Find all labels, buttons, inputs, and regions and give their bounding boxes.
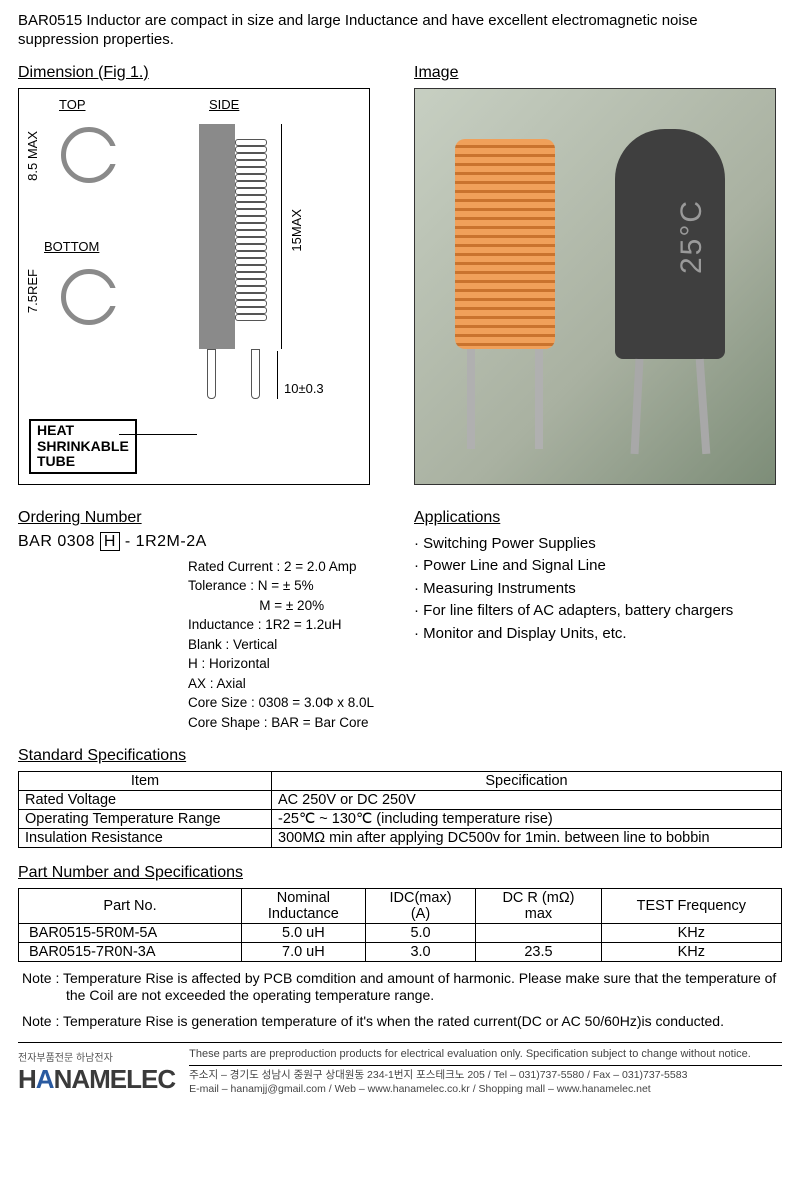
cell: AC 250V or DC 250V [272, 790, 782, 809]
cell: Insulation Resistance [19, 828, 272, 847]
footer-line1: 주소지 – 경기도 성남시 중원구 상대원동 234-1번지 포스테크노 205… [189, 1068, 782, 1082]
ordering-code: BAR 0308 H - 1R2M-2A [18, 533, 386, 551]
intro-text: BAR0515 Inductor are compact in size and… [18, 12, 782, 50]
ord-line-core-size: Core Size : 0308 = 3.0Φ x 8.0L [188, 693, 386, 713]
spec2-col-dcr: DC R (mΩ) max [476, 888, 601, 923]
bottom-core-icon [61, 269, 117, 325]
spec2-col-freq: TEST Frequency [601, 888, 781, 923]
cell: 23.5 [476, 942, 601, 961]
top-label: TOP [59, 97, 86, 112]
spec2-col-idc: IDC(max) (A) [365, 888, 476, 923]
part-number-table: Part No. Nominal Inductance IDC(max) (A)… [18, 888, 782, 962]
coil-photo-icon [455, 139, 555, 349]
sleeve-text: 25°C [675, 199, 709, 274]
side-label: SIDE [209, 97, 239, 112]
top-core-icon [61, 127, 117, 183]
dim-top-value: 8.5 MAX [25, 131, 40, 181]
cell: BAR0515-5R0M-5A [19, 923, 242, 942]
cell: 7.0 uH [242, 942, 366, 961]
app-item: Measuring Instruments [414, 578, 782, 601]
ordering-description: Rated Current : 2 = 2.0 Amp Tolerance : … [18, 557, 386, 733]
logo-a: A [36, 1064, 54, 1094]
ord-line-rated-current: Rated Current : 2 = 2.0 Amp [188, 557, 386, 577]
spec2-col-inductance: Nominal Inductance [242, 888, 366, 923]
ordering-code-h: H [100, 532, 120, 551]
table-row: BAR0515-5R0M-5A 5.0 uH 5.0 KHz [19, 923, 782, 942]
footer-line2: E-mail – hanamjj@gmail.com / Web – www.h… [189, 1082, 782, 1096]
dim-lead-value: 10±0.3 [284, 381, 324, 396]
cell: 3.0 [365, 942, 476, 961]
lead-right-icon [251, 349, 260, 399]
spec2-col-partno: Part No. [19, 888, 242, 923]
cell: 300MΩ min after applying DC500v for 1min… [272, 828, 782, 847]
spec1-col-spec: Specification [272, 771, 782, 790]
side-body-icon [199, 124, 235, 349]
lead-left-icon [207, 349, 216, 399]
logo-subtitle: 전자부품전문 하남전자 [18, 1049, 175, 1064]
applications-list: Switching Power Supplies Power Line and … [414, 533, 782, 646]
ord-line-tolerance: Tolerance : N = ± 5% M = ± 20% [188, 576, 386, 615]
cell: -25℃ ~ 130℃ (including temperature rise) [272, 809, 782, 828]
bottom-label: BOTTOM [44, 239, 99, 254]
footer: 전자부품전문 하남전자 HANAMELEC These parts are pr… [18, 1042, 782, 1096]
ord-line-core-shape: Core Shape : BAR = Bar Core [188, 713, 386, 733]
dimension-title: Dimension (Fig 1.) [18, 64, 386, 82]
dim-height-value: 15MAX [289, 209, 304, 252]
dimension-figure: TOP SIDE BOTTOM 8.5 MAX 7.5REF 15MAX 10±… [18, 88, 370, 485]
footer-disclaimer: These parts are preproduction products f… [189, 1047, 782, 1066]
spec1-title: Standard Specifications [18, 747, 782, 765]
heat-leader-line [119, 434, 197, 436]
table-row: BAR0515-7R0N-3A 7.0 uH 3.0 23.5 KHz [19, 942, 782, 961]
standard-spec-table: Item Specification Rated VoltageAC 250V … [18, 771, 782, 848]
cell: Rated Voltage [19, 790, 272, 809]
ord-line-orientation: Blank : Vertical H : Horizontal AX : Axi… [188, 635, 386, 694]
cell [476, 923, 601, 942]
ordering-title: Ordering Number [18, 509, 386, 527]
table-row: Operating Temperature Range-25℃ ~ 130℃ (… [19, 809, 782, 828]
dim-bottom-value: 7.5REF [25, 269, 40, 313]
heat-shrink-label: HEAT SHRINKABLE TUBE [29, 419, 137, 473]
ord-line-inductance: Inductance : 1R2 = 1.2uH [188, 615, 386, 635]
logo-rest: NAMELEC [54, 1064, 176, 1094]
ordering-code-prefix: BAR 0308 [18, 533, 95, 550]
cell: BAR0515-7R0N-3A [19, 942, 242, 961]
logo: 전자부품전문 하남전자 HANAMELEC [18, 1049, 175, 1095]
table-row: Rated VoltageAC 250V or DC 250V [19, 790, 782, 809]
image-title: Image [414, 64, 782, 82]
spec2-title: Part Number and Specifications [18, 864, 782, 882]
table-row: Insulation Resistance300MΩ min after app… [19, 828, 782, 847]
applications-title: Applications [414, 509, 782, 527]
cell: KHz [601, 942, 781, 961]
cell: Operating Temperature Range [19, 809, 272, 828]
sleeve-photo-icon: 25°C [615, 129, 725, 359]
cell: 5.0 uH [242, 923, 366, 942]
app-item: For line filters of AC adapters, battery… [414, 600, 782, 623]
cell: KHz [601, 923, 781, 942]
spec1-col-item: Item [19, 771, 272, 790]
product-photo: 25°C [414, 88, 776, 485]
app-item: Power Line and Signal Line [414, 555, 782, 578]
logo-h: H [18, 1064, 36, 1094]
ordering-code-suffix: - 1R2M-2A [125, 533, 207, 550]
note-2: Note : Temperature Rise is generation te… [62, 1013, 782, 1031]
app-item: Switching Power Supplies [414, 533, 782, 556]
footer-text: These parts are preproduction products f… [189, 1047, 782, 1096]
side-coils-icon [235, 139, 267, 321]
app-item: Monitor and Display Units, etc. [414, 623, 782, 646]
note-1: Note : Temperature Rise is affected by P… [62, 970, 782, 1005]
cell: 5.0 [365, 923, 476, 942]
